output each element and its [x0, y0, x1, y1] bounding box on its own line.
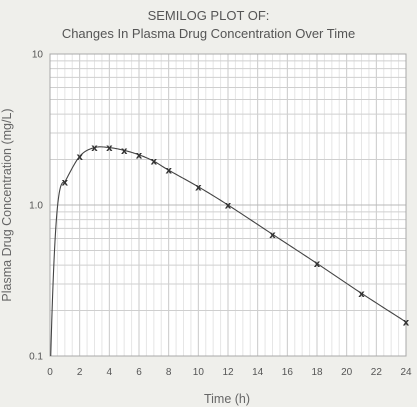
- x-tick-label: 20: [341, 367, 353, 378]
- x-axis-label: Time (h): [204, 392, 250, 406]
- y-tick-label: 10: [32, 50, 44, 61]
- x-tick-label: 22: [371, 367, 383, 378]
- x-tick-label: 14: [252, 367, 264, 378]
- data-point-marker: x: [269, 230, 276, 241]
- data-point-marker: x: [165, 166, 172, 177]
- data-point-marker: x: [403, 317, 410, 328]
- data-point-marker: x: [151, 157, 158, 168]
- x-tick-label: 2: [77, 367, 83, 378]
- data-point-marker: x: [121, 146, 128, 157]
- concentration-curve: [50, 146, 407, 357]
- data-point-marker: x: [136, 150, 143, 161]
- chart-title-line1: SEMILOG PLOT OF:: [148, 8, 270, 23]
- x-tick-label: 4: [107, 367, 113, 378]
- data-point-marker: x: [76, 152, 83, 163]
- data-point-marker: x: [314, 259, 321, 270]
- x-tick-label: 18: [311, 367, 323, 378]
- x-tick-label: 16: [282, 367, 294, 378]
- x-tick-label: 8: [166, 367, 172, 378]
- plot-border: [49, 53, 407, 357]
- x-tick-label: 6: [136, 367, 142, 378]
- x-tick-label: 24: [400, 367, 412, 378]
- data-point-marker: x: [106, 143, 113, 154]
- x-tick-label: 0: [47, 367, 53, 378]
- y-tick-label: 1.0: [29, 201, 43, 212]
- data-point-marker: x: [225, 201, 232, 212]
- y-tick-label: 0.1: [29, 352, 43, 363]
- data-point-marker: x: [195, 182, 202, 193]
- x-tick-label: 10: [193, 367, 205, 378]
- data-point-marker: x: [62, 178, 69, 189]
- data-point-marker: x: [358, 289, 365, 300]
- chart-title-line2: Changes In Plasma Drug Concentration Ove…: [62, 26, 355, 41]
- x-tick-label: 12: [222, 367, 234, 378]
- y-axis-label: Plasma Drug Concentration (mg/L): [0, 108, 14, 301]
- data-point-marker: x: [91, 143, 98, 154]
